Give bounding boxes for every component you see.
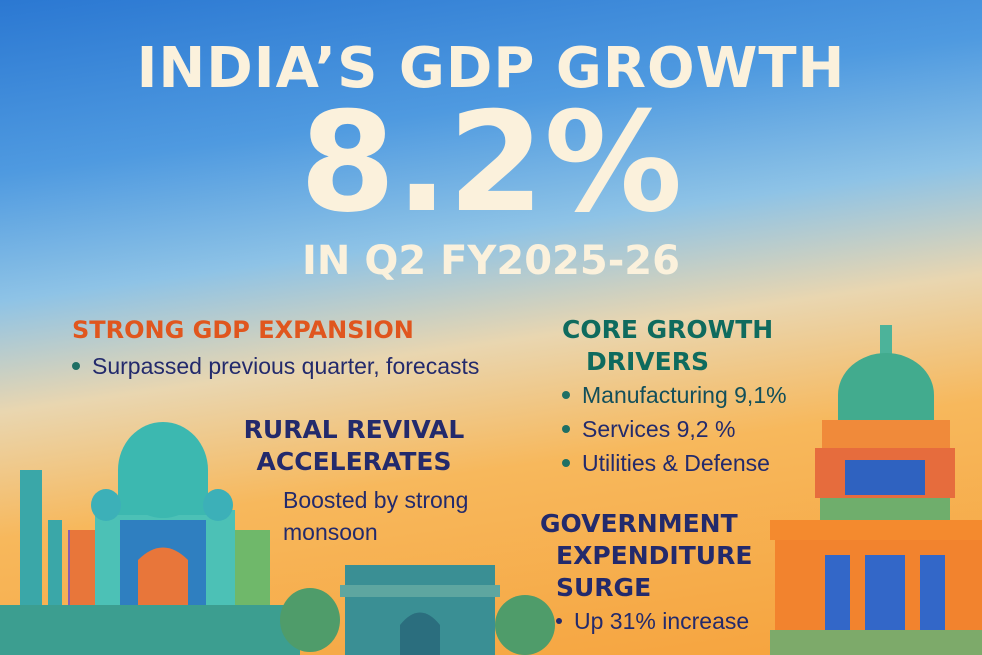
strong-gdp-section: STRONG GDP EXPANSION Surpassed previous … — [72, 314, 479, 383]
section-heading: RURAL REVIVAL — [243, 415, 465, 444]
section-heading: DRIVERS — [586, 347, 709, 376]
list-item: Up 31% increase — [540, 604, 752, 638]
bullet-icon — [562, 424, 570, 433]
bullet-icon — [72, 361, 80, 370]
headline-value: 8.2% — [299, 82, 683, 243]
rural-revival-section: RURAL REVIVAL ACCELERATES — [238, 414, 470, 478]
section-heading: GOVERNMENT — [540, 509, 738, 538]
list-item: Surpassed previous quarter, forecasts — [72, 349, 479, 383]
section-heading: SURGE — [556, 573, 652, 602]
government-expenditure-section: GOVERNMENT EXPENDITURE SURGE Up 31% incr… — [540, 508, 752, 638]
list-item: Services 9,2 % — [562, 412, 787, 446]
rural-text: Boosted by strong monsoon — [283, 487, 469, 545]
core-growth-section: CORE GROWTH DRIVERS Manufacturing 9,1% S… — [562, 314, 787, 480]
parliament-building-illustration — [770, 325, 982, 655]
section-heading: EXPENDITURE — [556, 541, 753, 570]
taj-mahal-illustration — [0, 422, 300, 655]
section-heading: ACCELERATES — [256, 447, 452, 476]
section-heading: CORE GROWTH — [562, 315, 774, 344]
bullet-icon — [556, 617, 562, 624]
india-gate-illustration — [280, 565, 555, 655]
list-item: Manufacturing 9,1% — [562, 378, 787, 412]
bullet-icon — [562, 458, 570, 467]
page-title: INDIA’S GDP GROWTH — [136, 36, 846, 101]
list-item: Utilities & Defense — [562, 446, 787, 480]
bullet-icon — [562, 390, 570, 399]
subtitle: IN Q2 FY2025-26 — [302, 238, 680, 284]
section-heading: STRONG GDP EXPANSION — [72, 316, 414, 344]
